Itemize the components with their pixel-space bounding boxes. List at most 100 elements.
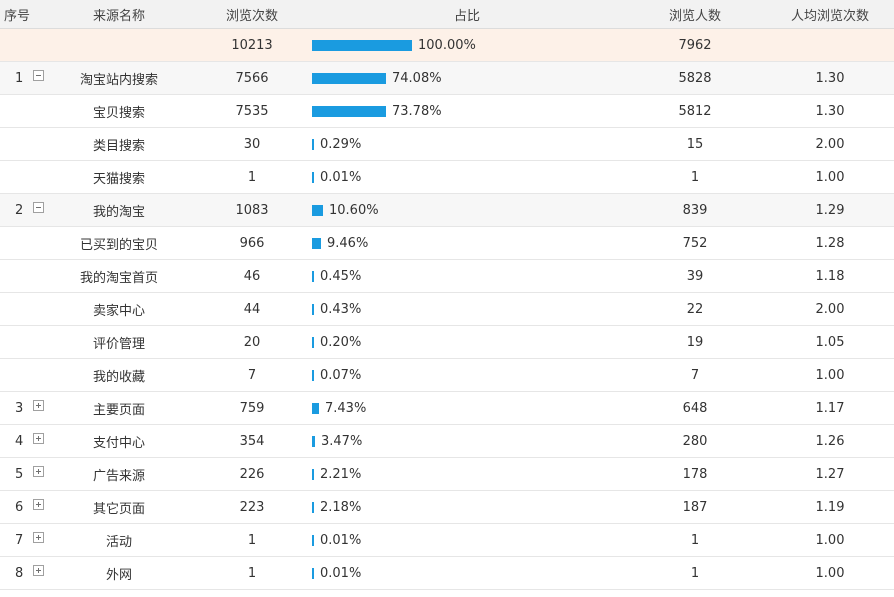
views-count: 1 (247, 169, 257, 185)
avg-views: 2.00 (815, 301, 845, 317)
row-index: 4 (15, 433, 24, 449)
avg-views: 1.17 (815, 400, 845, 416)
avg-views: 2.00 (815, 136, 845, 152)
table-row: 已买到的宝贝 966 9.46% 752 1.28 (0, 227, 894, 260)
table-row: 2 我的淘宝 1083 10.60% 839 1.29 (0, 194, 894, 227)
ratio-text: 0.45% (320, 268, 362, 284)
ratio-bar (312, 369, 314, 381)
table-row: 评价管理 20 0.20% 19 1.05 (0, 326, 894, 359)
source-name: 淘宝站内搜索 (79, 72, 158, 88)
collapse-minus-icon[interactable] (33, 202, 44, 213)
row-index-cell (4, 326, 44, 358)
ratio-text: 0.43% (320, 301, 362, 317)
ratio-text: 7.43% (325, 400, 367, 416)
row-index-cell: 6 (4, 491, 44, 523)
header-ratio: 占比 (453, 8, 480, 24)
row-index-cell: 1 (4, 62, 44, 94)
expand-plus-icon[interactable] (33, 532, 44, 543)
views-count: 44 (243, 301, 261, 317)
row-index: 5 (15, 466, 24, 482)
source-name: 宝贝搜索 (92, 105, 145, 121)
visitors-count: 7 (690, 367, 700, 383)
source-name: 广告来源 (92, 468, 145, 484)
ratio-text: 0.01% (320, 532, 362, 548)
ratio-bar (312, 204, 323, 216)
ratio-bar (312, 237, 321, 249)
ratio-bar (312, 303, 314, 315)
ratio-cell: 0.43% (312, 293, 612, 325)
views-count: 1 (247, 532, 257, 548)
header-visitors: 浏览人数 (668, 8, 721, 24)
table-row: 6 其它页面 223 2.18% 187 1.19 (0, 491, 894, 524)
views-count: 226 (239, 466, 265, 482)
ratio-bar (312, 171, 314, 183)
source-name: 卖家中心 (92, 303, 145, 319)
source-name: 其它页面 (92, 501, 145, 517)
ratio-cell: 0.01% (312, 161, 612, 193)
row-index: 8 (15, 565, 24, 581)
visitors-count: 1 (690, 565, 700, 581)
table-body: 1 淘宝站内搜索 7566 74.08% 5828 1.30 宝贝搜索 7535 73.78% 5… (0, 62, 894, 590)
visitors-count: 187 (682, 499, 708, 515)
row-index-cell (4, 95, 44, 127)
source-name: 活动 (105, 534, 132, 550)
visitors-count: 1 (690, 532, 700, 548)
row-index-cell (4, 293, 44, 325)
ratio-cell: 9.46% (312, 227, 612, 259)
table-header: 序号 来源名称 浏览次数 占比 浏览人数 人均浏览次数 (0, 0, 894, 29)
source-name: 支付中心 (92, 435, 145, 451)
avg-views: 1.30 (815, 103, 845, 119)
avg-views: 1.30 (815, 70, 845, 86)
ratio-bar (312, 435, 315, 447)
visitors-count: 178 (682, 466, 708, 482)
ratio-text: 74.08% (392, 70, 442, 86)
ratio-bar (312, 270, 314, 282)
visitors-count: 5812 (678, 103, 712, 119)
row-index-cell: 8 (4, 557, 44, 589)
ratio-bar (312, 39, 412, 51)
ratio-cell: 0.01% (312, 557, 612, 589)
ratio-bar (312, 468, 314, 480)
source-name: 我的收藏 (92, 369, 145, 385)
expand-plus-icon[interactable] (33, 466, 44, 477)
row-index: 3 (15, 400, 24, 416)
ratio-cell: 0.07% (312, 359, 612, 391)
avg-views: 1.00 (815, 367, 845, 383)
total-ratio-text: 100.00% (418, 37, 476, 53)
table-row: 类目搜索 30 0.29% 15 2.00 (0, 128, 894, 161)
row-index-cell (4, 260, 44, 292)
table-row: 3 主要页面 759 7.43% 648 1.17 (0, 392, 894, 425)
avg-views: 1.26 (815, 433, 845, 449)
total-row: 10213 100.00% 7962 (0, 29, 894, 62)
row-index-cell (4, 359, 44, 391)
collapse-minus-icon[interactable] (33, 70, 44, 81)
expand-plus-icon[interactable] (33, 499, 44, 510)
source-name: 评价管理 (92, 336, 145, 352)
expand-plus-icon[interactable] (33, 400, 44, 411)
views-count: 46 (243, 268, 261, 284)
table-row: 卖家中心 44 0.43% 22 2.00 (0, 293, 894, 326)
views-count: 759 (239, 400, 265, 416)
header-avg: 人均浏览次数 (790, 8, 869, 24)
header-source: 来源名称 (92, 8, 145, 24)
table-row: 5 广告来源 226 2.21% 178 1.27 (0, 458, 894, 491)
avg-views: 1.05 (815, 334, 845, 350)
source-name: 已买到的宝贝 (79, 237, 158, 253)
views-count: 223 (239, 499, 265, 515)
avg-views: 1.00 (815, 532, 845, 548)
table-row: 我的淘宝首页 46 0.45% 39 1.18 (0, 260, 894, 293)
ratio-bar (312, 567, 314, 579)
table-row: 宝贝搜索 7535 73.78% 5812 1.30 (0, 95, 894, 128)
ratio-cell: 74.08% (312, 62, 612, 94)
expand-plus-icon[interactable] (33, 433, 44, 444)
row-index-cell: 2 (4, 194, 44, 226)
avg-views: 1.28 (815, 235, 845, 251)
ratio-bar (312, 534, 314, 546)
ratio-cell: 2.18% (312, 491, 612, 523)
ratio-cell: 7.43% (312, 392, 612, 424)
table-row: 4 支付中心 354 3.47% 280 1.26 (0, 425, 894, 458)
row-index-cell: 4 (4, 425, 44, 457)
expand-plus-icon[interactable] (33, 565, 44, 576)
table-row: 7 活动 1 0.01% 1 1.00 (0, 524, 894, 557)
row-index-cell: 7 (4, 524, 44, 556)
